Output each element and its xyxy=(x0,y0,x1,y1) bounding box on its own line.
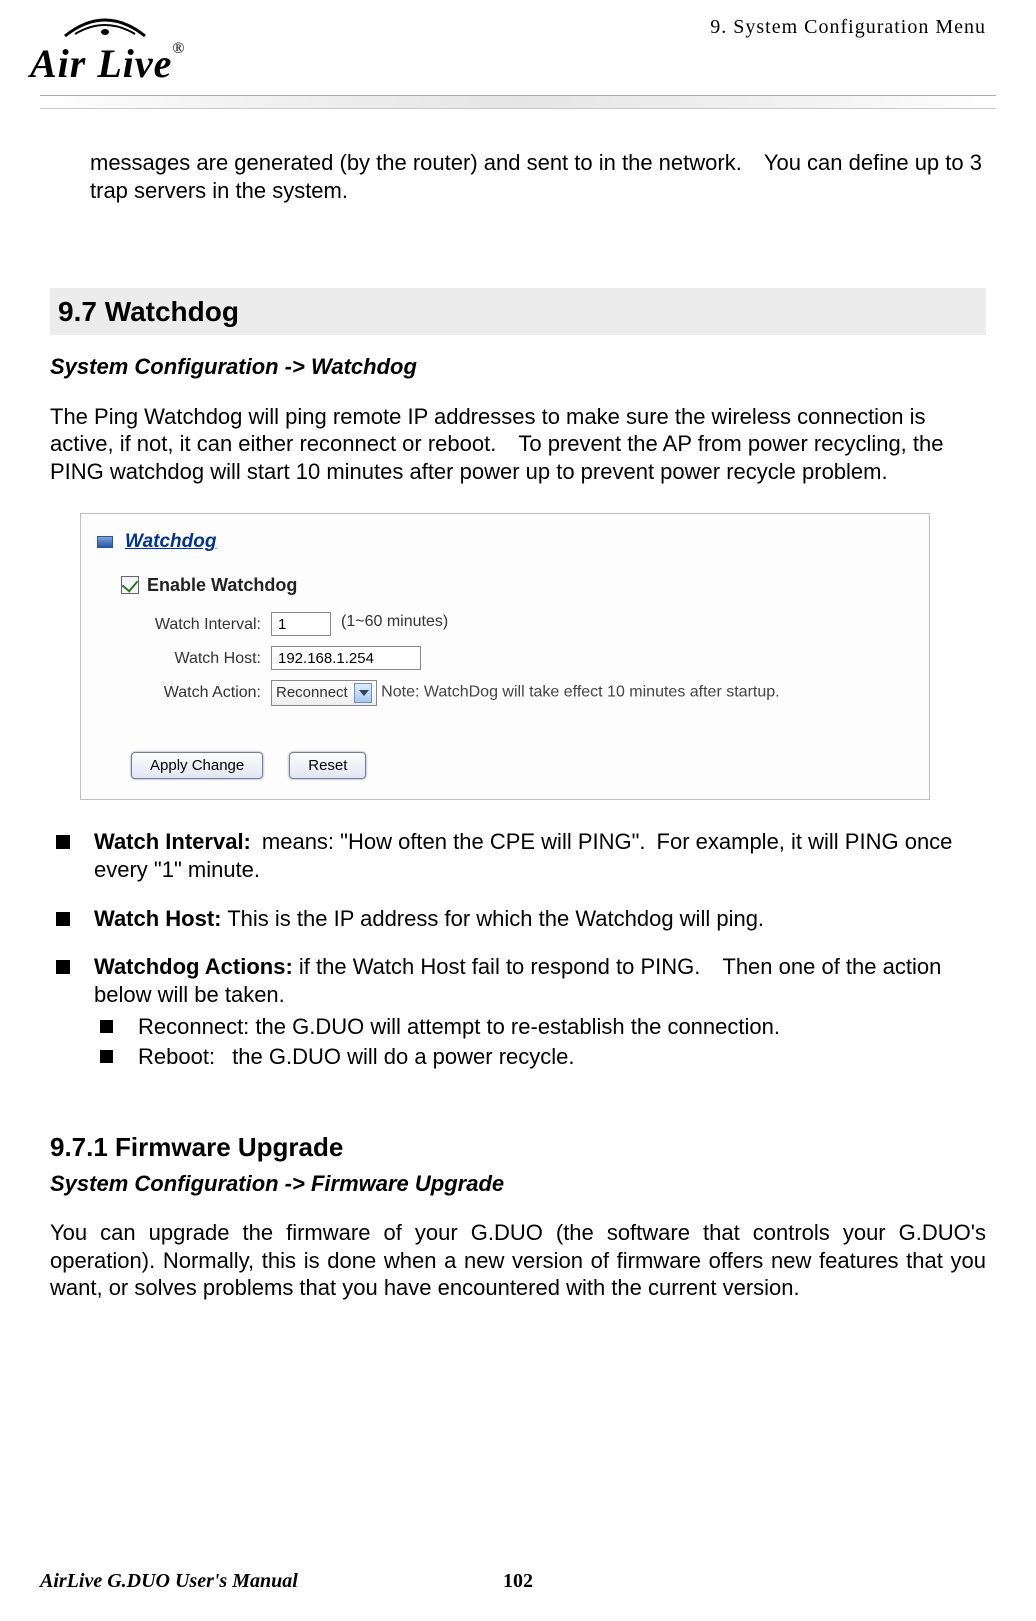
bullet-watchdog-actions-label: Watchdog Actions: xyxy=(94,954,293,979)
watch-host-label: Watch Host: xyxy=(121,646,261,669)
footer-manual-title: AirLive G.DUO User's Manual xyxy=(40,1570,298,1593)
logo-text: Air Live xyxy=(30,41,172,86)
bullet-watch-host-text: This is the IP address for which the Wat… xyxy=(222,906,765,931)
watch-host-input[interactable] xyxy=(271,646,421,670)
watch-interval-input[interactable] xyxy=(271,612,331,636)
list-item: Watch Interval: means: "How often the CP… xyxy=(50,828,986,884)
watchdog-panel-header: Watchdog xyxy=(81,514,929,566)
nav-path-watchdog: System Configuration -> Watchdog xyxy=(50,353,986,381)
sub-bullet-reconnect: Reconnect: the G.DUO will attempt to re-… xyxy=(138,1014,780,1039)
list-item: Watch Host: This is the IP address for w… xyxy=(50,905,986,933)
firmware-upgrade-description: You can upgrade the firmware of your G.D… xyxy=(50,1219,986,1302)
header-rule xyxy=(40,95,996,109)
watchdog-panel: Watchdog Enable Watchdog Watch Interval:… xyxy=(80,513,930,800)
footer-page-number: 102 xyxy=(503,1570,533,1593)
watch-action-note: Note: WatchDog will take effect 10 minut… xyxy=(381,684,779,701)
nav-path-firmware-upgrade: System Configuration -> Firmware Upgrade xyxy=(50,1170,986,1198)
bullet-watch-interval-label: Watch Interval: xyxy=(94,829,251,854)
list-item: Reconnect: the G.DUO will attempt to re-… xyxy=(94,1013,986,1041)
enable-watchdog-checkbox[interactable] xyxy=(121,576,139,594)
chevron-down-icon xyxy=(354,683,372,703)
section-title-watchdog: 9.7 Watchdog xyxy=(50,288,986,335)
bullet-watch-host-label: Watch Host: xyxy=(94,906,222,931)
watchdog-description: The Ping Watchdog will ping remote IP ad… xyxy=(50,403,986,486)
chapter-label: 9. System Configuration Menu xyxy=(710,10,986,39)
apply-change-button[interactable]: Apply Change xyxy=(131,752,263,779)
reset-button[interactable]: Reset xyxy=(289,752,366,779)
watch-action-label: Watch Action: xyxy=(121,680,261,703)
watch-interval-label: Watch Interval: xyxy=(121,612,261,635)
sub-bullet-reboot: Reboot: the G.DUO will do a power recycl… xyxy=(138,1044,575,1069)
list-item: Reboot: the G.DUO will do a power recycl… xyxy=(94,1043,986,1071)
watch-action-value: Reconnect xyxy=(276,684,348,703)
section-title-firmware-upgrade: 9.7.1 Firmware Upgrade xyxy=(50,1131,986,1164)
watch-action-select[interactable]: Reconnect xyxy=(271,680,377,706)
logo-swoosh-icon xyxy=(60,10,150,40)
panel-chip-icon xyxy=(97,536,113,548)
logo-registered-icon: ® xyxy=(172,40,184,57)
brand-logo: Air Live® xyxy=(30,10,185,87)
intro-paragraph: messages are generated (by the router) a… xyxy=(50,149,986,204)
watchdog-panel-title: Watchdog xyxy=(125,530,216,554)
enable-watchdog-label: Enable Watchdog xyxy=(147,574,297,597)
watch-interval-suffix: (1~60 minutes) xyxy=(341,612,448,632)
list-item: Watchdog Actions: if the Watch Host fail… xyxy=(50,953,986,1072)
watchdog-bullet-list: Watch Interval: means: "How often the CP… xyxy=(50,828,986,1071)
